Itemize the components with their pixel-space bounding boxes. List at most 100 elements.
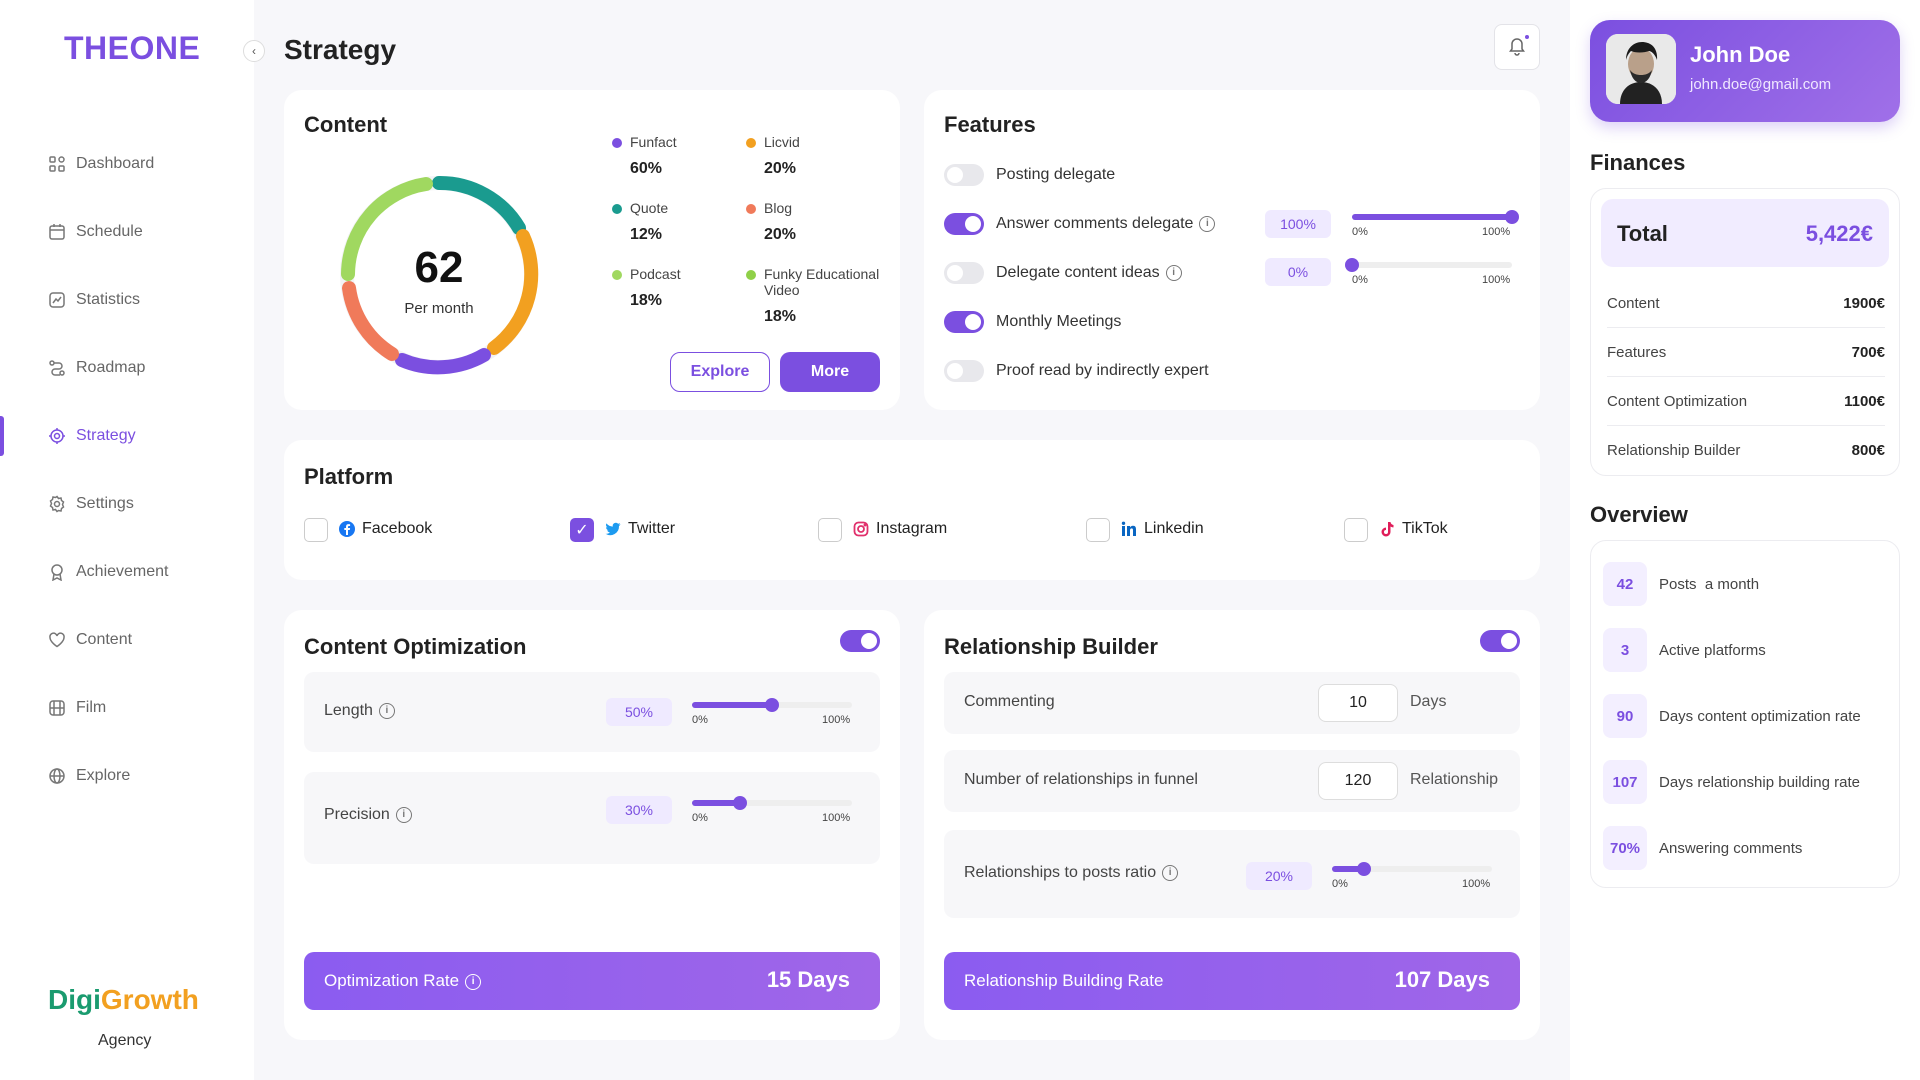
legend-dot (612, 138, 622, 149)
finance-row: Content 1900€ (1607, 279, 1885, 328)
sidebar-item-achievement[interactable]: Achievement (0, 538, 254, 606)
info-icon[interactable]: i (395, 806, 412, 823)
toggle-proof-read[interactable] (944, 360, 984, 382)
info-icon[interactable]: i (465, 973, 482, 990)
donut-center-label: Per month (404, 300, 473, 317)
slider-handle[interactable] (765, 698, 779, 712)
donut-segment-blog (342, 281, 399, 361)
notification-dot (1523, 33, 1531, 41)
sidebar-item-schedule[interactable]: Schedule (0, 198, 254, 266)
precision-slider[interactable] (692, 796, 852, 810)
profile-email: john.doe@gmail.com (1690, 76, 1832, 93)
overview-row: 70% Answering comments (1603, 825, 1802, 871)
toggle-content-optimization[interactable] (840, 630, 880, 652)
legend-name: Funky Educational (764, 266, 880, 282)
sidebar-item-label: Settings (76, 495, 134, 512)
more-button[interactable]: More (780, 352, 880, 392)
legend-name: Quote (630, 200, 669, 216)
optimization-row-precision: Precision i 30% 0% 100% (304, 772, 880, 864)
notifications-button[interactable] (1494, 24, 1540, 70)
toggle-relationship-builder[interactable] (1480, 630, 1520, 652)
legend-dot (746, 204, 756, 215)
sidebar-item-film[interactable]: Film (0, 674, 254, 742)
sidebar-item-label: Achievement (76, 563, 169, 580)
optimization-pct-badge: 30% (606, 796, 672, 824)
checkbox-instagram[interactable] (818, 518, 842, 542)
checkbox-facebook[interactable] (304, 518, 328, 542)
finances-title: Finances (1590, 150, 1686, 175)
info-icon[interactable]: i (1165, 264, 1182, 281)
legend-value: 18% (764, 308, 797, 325)
feature-pct-badge: 0% (1265, 258, 1331, 286)
sidebar-nav: Dashboard Schedule Statistics Roadmap St… (0, 130, 254, 810)
donut-segment-quote (432, 175, 526, 235)
legend-dot (612, 270, 622, 281)
info-icon[interactable]: i (378, 702, 395, 719)
slider-min-label: 0% (692, 812, 708, 824)
checkbox-twitter[interactable]: ✓ (570, 518, 594, 542)
sidebar: THEONE Dashboard Schedule Statistics Roa… (0, 0, 254, 1080)
content-donut-chart: 62 Per month (340, 175, 539, 375)
sidebar-item-settings[interactable]: Settings (0, 470, 254, 538)
slider-handle[interactable] (1505, 210, 1519, 224)
sidebar-item-content[interactable]: Content (0, 606, 254, 674)
checkbox-linkedin[interactable] (1086, 518, 1110, 542)
avatar-portrait-icon (1606, 34, 1676, 104)
toggle-delegate-content-ideas[interactable] (944, 262, 984, 284)
delegate-ideas-slider[interactable] (1345, 258, 1512, 272)
features-card-title: Features (944, 112, 1036, 137)
ratio-slider[interactable] (1332, 862, 1492, 876)
commenting-input[interactable]: 10 (1318, 684, 1398, 722)
profile-card[interactable]: John Doe john.doe@gmail.com (1590, 20, 1900, 122)
sidebar-item-strategy[interactable]: Strategy (0, 402, 254, 470)
sidebar-item-label: Film (76, 699, 107, 716)
legend-name: Podcast (630, 266, 681, 282)
legend-value: 18% (630, 292, 663, 309)
explore-button[interactable]: Explore (670, 352, 770, 392)
donut-center-value: 62 (415, 243, 464, 292)
info-icon[interactable]: i (1199, 215, 1216, 232)
sidebar-item-roadmap[interactable]: Roadmap (0, 334, 254, 402)
legend-item-funfact: Funfact 60% (612, 134, 677, 178)
toggle-answer-comments-delegate[interactable] (944, 213, 984, 235)
heart-icon (48, 631, 66, 649)
slider-handle[interactable] (733, 796, 747, 810)
slider-handle[interactable] (1357, 862, 1371, 876)
linkedin-icon (1120, 520, 1138, 538)
answer-comments-slider[interactable] (1352, 210, 1519, 224)
info-icon[interactable]: i (1162, 864, 1179, 881)
sidebar-item-explore[interactable]: Explore (0, 742, 254, 810)
brand-logo-part-b: Growth (100, 984, 199, 1015)
sidebar-item-label: Content (76, 631, 133, 648)
legend-value: 60% (630, 160, 663, 177)
sidebar-item-label: Statistics (76, 291, 141, 308)
facebook-icon (338, 520, 356, 538)
platform-name: Linkedin (1144, 520, 1204, 537)
rate-value: 107 Days (1394, 967, 1490, 992)
length-slider[interactable] (692, 698, 852, 712)
toggle-monthly-meetings[interactable] (944, 311, 984, 333)
rate-value: 15 Days (766, 967, 850, 992)
film-icon (48, 699, 66, 717)
instagram-icon (852, 520, 870, 538)
sidebar-item-dashboard[interactable]: Dashboard (0, 130, 254, 198)
finance-row-label: Relationship Builder (1607, 442, 1741, 459)
overview-title: Overview (1590, 502, 1688, 527)
total-value: 5,422€ (1805, 221, 1873, 246)
platform-name: TikTok (1402, 520, 1448, 537)
checkbox-tiktok[interactable] (1344, 518, 1368, 542)
page-title: Strategy (284, 34, 397, 65)
content-card-title: Content (304, 112, 388, 137)
bell-icon (1506, 34, 1528, 61)
toggle-posting-delegate[interactable] (944, 164, 984, 186)
funnel-input[interactable]: 120 (1318, 762, 1398, 800)
features-card: Features Posting delegate Answer comment… (924, 90, 1540, 410)
slider-max-label: 100% (1462, 878, 1491, 890)
slider-fill (692, 702, 772, 708)
optimization-row-label: Precision i (324, 806, 412, 824)
collapse-sidebar-button[interactable]: ‹ (243, 40, 265, 62)
slider-handle[interactable] (1345, 258, 1359, 272)
relationship-row-commenting: Commenting 10 Days (944, 672, 1520, 734)
sidebar-item-statistics[interactable]: Statistics (0, 266, 254, 334)
platform-card-title: Platform (304, 464, 394, 489)
